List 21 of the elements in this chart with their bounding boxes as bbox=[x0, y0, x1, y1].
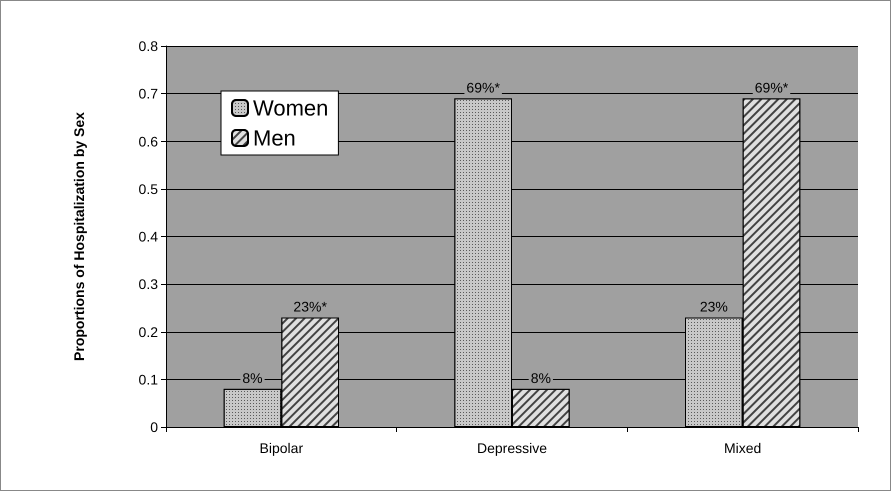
y-tick-label: 0 bbox=[150, 419, 158, 435]
y-tick-label: 0.8 bbox=[138, 38, 158, 54]
legend-label: Women bbox=[253, 96, 328, 120]
x-tick-label: Depressive bbox=[476, 440, 548, 456]
y-tick-label: 0.2 bbox=[138, 324, 158, 340]
y-tick-label: 0.5 bbox=[138, 180, 158, 197]
y-tick-label: 0.6 bbox=[138, 133, 158, 150]
legend-label: Men bbox=[253, 126, 296, 150]
x-tick-label: Bipolar bbox=[260, 440, 304, 456]
data-label: 8% bbox=[530, 370, 551, 386]
y-tick-label: 0.1 bbox=[138, 371, 158, 388]
data-label: 8% bbox=[242, 370, 263, 386]
y-tick-label: 0.4 bbox=[138, 228, 158, 244]
y-tick-label: 0.3 bbox=[138, 276, 158, 292]
x-tick-label: Mixed bbox=[724, 440, 762, 456]
data-label: 69%* bbox=[754, 79, 789, 96]
y-tick-label: 0.7 bbox=[138, 86, 158, 102]
data-label: 69%* bbox=[466, 79, 500, 96]
y-axis-title: Proportions of Hospitalization by Sex bbox=[71, 112, 87, 361]
data-label: 23%* bbox=[293, 298, 328, 314]
data-label: 23% bbox=[700, 298, 728, 314]
